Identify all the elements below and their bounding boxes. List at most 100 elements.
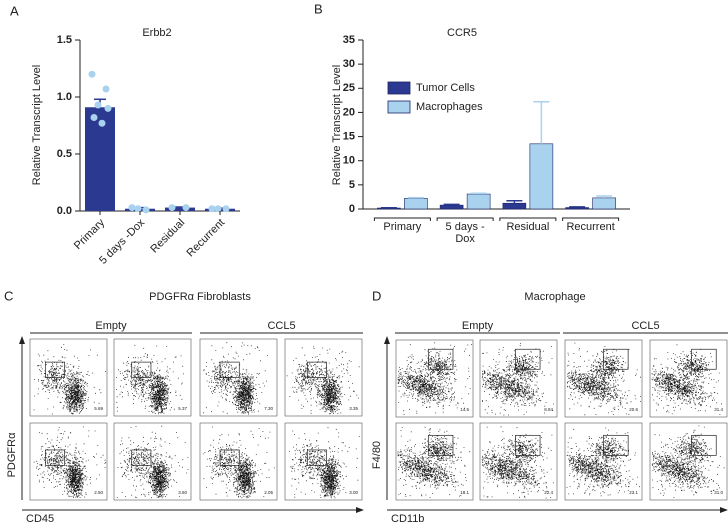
gate-value: 20.6 bbox=[629, 407, 638, 412]
flow-plot-frame bbox=[113, 422, 192, 501]
y-tick-label: 0 bbox=[349, 203, 355, 215]
legend-swatch bbox=[387, 100, 411, 114]
gate-value: 2.50 bbox=[94, 490, 103, 495]
x-arrowhead bbox=[720, 507, 728, 513]
y-arrowhead bbox=[19, 336, 25, 344]
gate bbox=[219, 361, 240, 378]
y-tick-label: 15 bbox=[343, 130, 355, 142]
x-tick-label: Residual bbox=[506, 221, 550, 233]
bar bbox=[565, 207, 589, 210]
x-tick-label: Recurrent bbox=[185, 217, 228, 260]
flow-plot-frame bbox=[395, 339, 474, 418]
y-axis-label: Relative Transcript Level bbox=[31, 65, 43, 185]
data-point bbox=[90, 114, 98, 122]
gate bbox=[306, 361, 327, 378]
bar bbox=[502, 202, 527, 210]
legend-label: Tumor Cells bbox=[416, 82, 475, 94]
gate bbox=[427, 434, 454, 456]
flow-plot-frame bbox=[479, 339, 558, 418]
gate-value: 3.60 bbox=[178, 490, 187, 495]
gate-value: 14.5 bbox=[460, 407, 469, 412]
x-tick-label: Primary bbox=[383, 221, 422, 233]
gate bbox=[45, 449, 66, 466]
flow-plot-frame bbox=[649, 422, 728, 501]
y-tick-label: 35 bbox=[343, 34, 355, 46]
group-label: CCL5 bbox=[631, 320, 659, 332]
data-point bbox=[128, 204, 136, 212]
flow-events bbox=[116, 425, 189, 499]
gate-value: 3.00 bbox=[349, 490, 358, 495]
gate bbox=[427, 348, 454, 370]
flow-plot-frame bbox=[29, 338, 108, 417]
y-axis-label: F4/80 bbox=[371, 441, 383, 469]
flow-events bbox=[289, 427, 360, 499]
category-bracket bbox=[562, 217, 620, 221]
x-arrowhead bbox=[356, 507, 364, 513]
y-tick-label: 30 bbox=[343, 58, 355, 70]
x-tick-label: Primary bbox=[72, 216, 108, 252]
group-label: Empty bbox=[95, 320, 127, 332]
gate-value: 31.0 bbox=[714, 490, 723, 495]
category-bracket bbox=[436, 217, 494, 221]
chart-title: CCR5 bbox=[447, 27, 477, 39]
gate-value: 31.4 bbox=[714, 407, 723, 412]
group-label: Empty bbox=[462, 320, 494, 332]
gate bbox=[45, 361, 66, 378]
gate-value: 22.4 bbox=[544, 490, 553, 495]
data-point bbox=[168, 204, 176, 212]
flow-plot-frame bbox=[284, 422, 363, 501]
panel-label: A bbox=[10, 3, 19, 18]
gate bbox=[131, 361, 152, 378]
flow-events bbox=[397, 426, 471, 498]
flow-events bbox=[651, 425, 725, 498]
data-point bbox=[222, 205, 230, 213]
x-tick-label: 5 days - Dox bbox=[445, 221, 485, 245]
chart-title: Erbb2 bbox=[142, 27, 171, 39]
flow-events bbox=[566, 427, 640, 497]
category-bracket bbox=[499, 217, 557, 221]
category-bracket bbox=[373, 217, 431, 221]
gate bbox=[691, 348, 717, 370]
flow-events bbox=[651, 344, 722, 415]
panel-title: PDGFRα Fibroblasts bbox=[149, 291, 251, 303]
legend-label: Macrophages bbox=[416, 101, 483, 113]
panel-label: C bbox=[4, 288, 13, 303]
data-point bbox=[182, 204, 190, 212]
group-label: CCL5 bbox=[267, 320, 295, 332]
y-tick-label: 0.5 bbox=[57, 148, 72, 160]
flow-events bbox=[481, 426, 554, 499]
gate bbox=[515, 348, 541, 370]
bar bbox=[529, 143, 554, 210]
data-point bbox=[208, 205, 216, 213]
flow-events bbox=[567, 342, 641, 416]
gate-value: 5.37 bbox=[178, 406, 187, 411]
panel-label: D bbox=[372, 288, 381, 303]
x-axis-label: CD11b bbox=[391, 513, 424, 525]
flow-plot-frame bbox=[564, 422, 643, 501]
gate-value: 8.84 bbox=[544, 407, 553, 412]
gate bbox=[603, 348, 629, 370]
y-tick-label: 1.5 bbox=[57, 34, 72, 46]
bar bbox=[592, 197, 616, 210]
panel-title: Macrophage bbox=[524, 291, 585, 303]
gate bbox=[691, 434, 717, 456]
flow-events bbox=[397, 342, 472, 415]
bar bbox=[165, 207, 195, 211]
flow-plot-frame bbox=[199, 422, 278, 501]
data-point bbox=[94, 101, 102, 109]
y-tick-label: 5 bbox=[349, 179, 355, 191]
gate-value: 23.1 bbox=[629, 490, 638, 495]
flow-events bbox=[286, 346, 360, 415]
data-point bbox=[104, 104, 112, 112]
data-point bbox=[88, 70, 96, 78]
x-tick-label: Residual bbox=[148, 217, 187, 256]
panel-label: B bbox=[314, 1, 323, 16]
gate-value: 5.69 bbox=[94, 406, 103, 411]
y-arrowhead bbox=[384, 336, 390, 344]
y-axis-label: Relative Transcript Level bbox=[331, 65, 343, 185]
flow-events bbox=[481, 343, 554, 416]
gate bbox=[219, 449, 240, 466]
gate-value: 2.05 bbox=[264, 490, 273, 495]
flow-plot-frame bbox=[29, 422, 108, 501]
